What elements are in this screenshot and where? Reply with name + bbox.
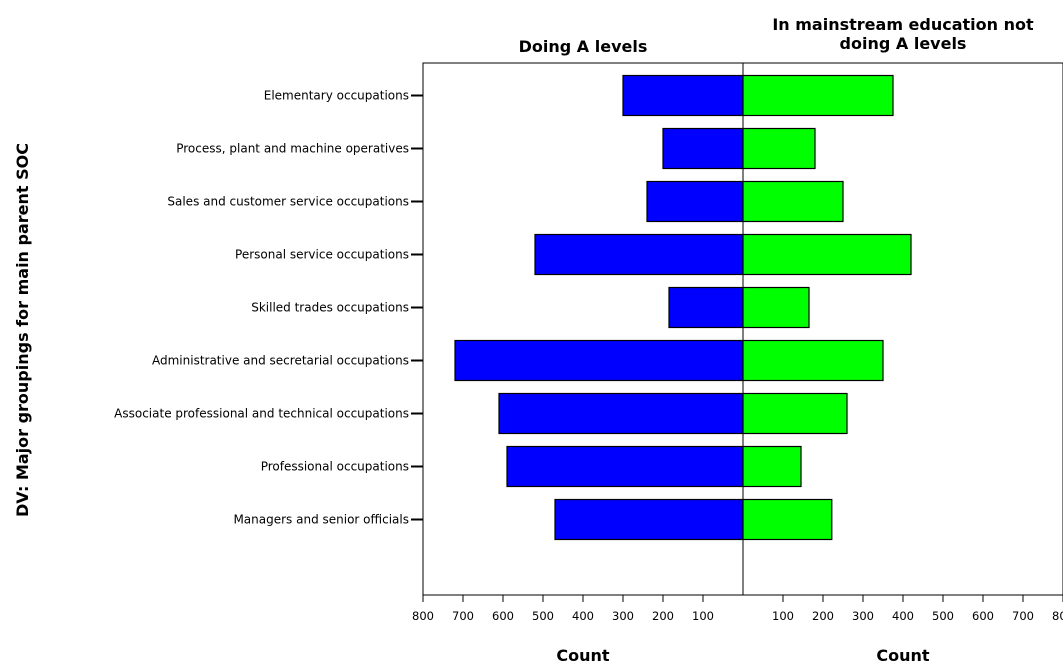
right-panel-title: In mainstream education not doing A level… xyxy=(772,15,1034,53)
right-x-tick-label: 800 xyxy=(1052,609,1063,623)
left-x-tick-label: 300 xyxy=(612,609,634,623)
right-bar xyxy=(742,180,844,223)
right-bar xyxy=(742,127,816,170)
category-label: Skilled trades occupations xyxy=(251,301,409,315)
right-x-tick-label: 600 xyxy=(972,609,994,623)
right-bar xyxy=(742,74,894,117)
left-bar xyxy=(668,286,744,329)
right-bar xyxy=(742,498,833,541)
right-x-tick-label: 100 xyxy=(772,609,794,623)
right-bar xyxy=(742,445,802,488)
left-bar xyxy=(498,392,744,435)
left-x-tick-label: 800 xyxy=(412,609,434,623)
left-x-tick-label: 200 xyxy=(652,609,674,623)
left-x-axis-label: Count xyxy=(556,646,610,665)
left-x-tick-label: 100 xyxy=(692,609,714,623)
right-x-tick-label: 700 xyxy=(1012,609,1034,623)
right-x-tick-label: 200 xyxy=(812,609,834,623)
x-axis-ticks: 800 700 600 500 400 300 200 100 100 200 300 400 500 6… xyxy=(412,595,1063,623)
left-panel-title: Doing A levels xyxy=(519,37,648,56)
right-x-tick-label: 500 xyxy=(932,609,954,623)
category-label: Managers and senior officials xyxy=(233,513,409,527)
y-axis-label: DV: Major groupings for main parent SOC xyxy=(13,143,32,517)
right-bar xyxy=(742,233,912,276)
right-bar xyxy=(742,286,810,329)
right-bar xyxy=(742,392,848,435)
category-label: Professional occupations xyxy=(261,460,409,474)
left-bar xyxy=(506,445,744,488)
category-label: Personal service occupations xyxy=(235,248,409,262)
bars-layer xyxy=(454,74,912,541)
left-bar xyxy=(554,498,744,541)
category-label: Process, plant and machine operatives xyxy=(176,142,409,156)
left-bar xyxy=(534,233,744,276)
left-bar xyxy=(622,74,744,117)
left-bar xyxy=(662,127,744,170)
left-x-tick-label: 500 xyxy=(532,609,554,623)
right-x-tick-label: 300 xyxy=(852,609,874,623)
left-bar xyxy=(646,180,744,223)
category-label: Sales and customer service occupations xyxy=(167,195,409,209)
left-bar xyxy=(454,339,744,382)
category-label: Administrative and secretarial occupatio… xyxy=(152,354,409,368)
category-label: Elementary occupations xyxy=(264,89,409,103)
category-labels: Elementary occupations Process, plant and… xyxy=(114,89,423,527)
category-label: Associate professional and technical occ… xyxy=(114,407,409,421)
right-bar xyxy=(742,339,884,382)
right-x-axis-label: Count xyxy=(876,646,930,665)
left-x-tick-label: 600 xyxy=(492,609,514,623)
left-x-tick-label: 400 xyxy=(572,609,594,623)
left-x-tick-label: 700 xyxy=(452,609,474,623)
right-x-tick-label: 400 xyxy=(892,609,914,623)
